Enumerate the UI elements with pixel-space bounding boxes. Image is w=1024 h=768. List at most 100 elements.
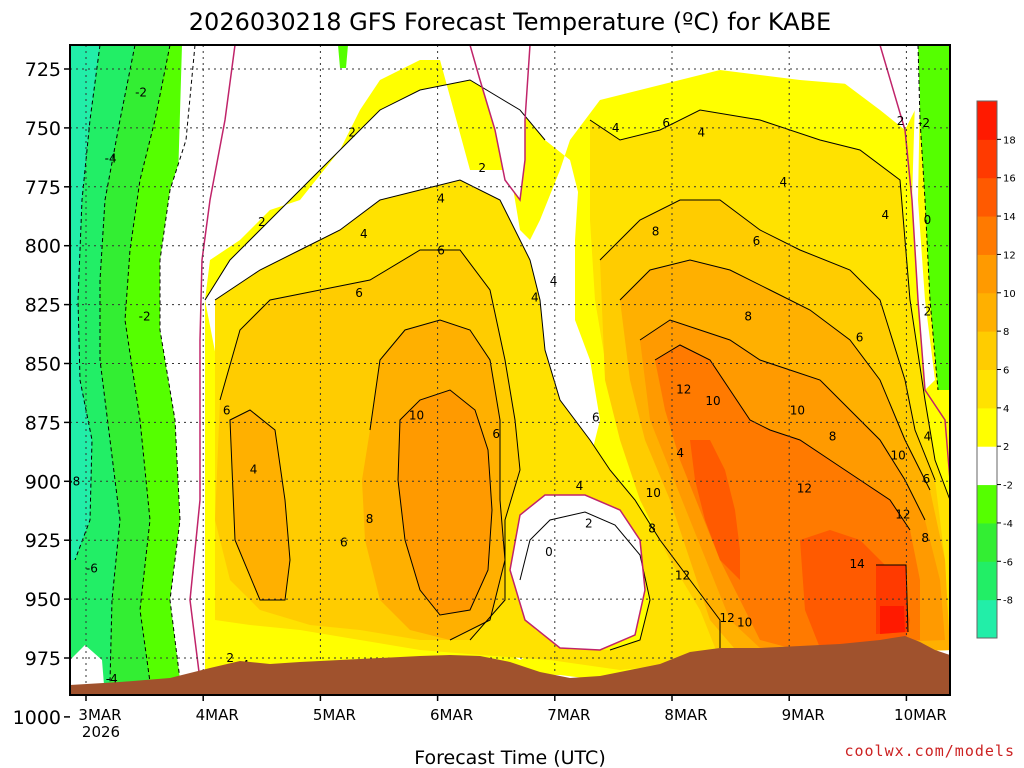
- colorbar-label-3: -2: [1003, 481, 1013, 492]
- colorbar-label-9: 12: [1003, 250, 1016, 261]
- colorbar-swatch-7: [977, 331, 997, 370]
- band-upper-white-1: [470, 45, 530, 200]
- contour-8c-east: [619, 259, 931, 491]
- colorbar-label-2: -4: [1003, 519, 1013, 530]
- contour-label-12: 4: [360, 227, 368, 241]
- contour-label-54: 4: [924, 430, 932, 444]
- y-tick-label-975: 975: [25, 648, 61, 670]
- colorbar-label-12: 18: [1003, 135, 1016, 146]
- band-near-zero-sw: [70, 645, 104, 690]
- contour-label-4: -6: [86, 561, 98, 575]
- contour-8c: [369, 319, 506, 641]
- band-10-to-12-center: [398, 390, 492, 615]
- contour-label-24: 4: [550, 274, 558, 288]
- x-tick-label-9MAR: 9MAR: [782, 706, 825, 724]
- contour-label-25: 6: [592, 411, 600, 425]
- x-axis-label: Forecast Time (UTC): [414, 747, 605, 768]
- freezing-lines: [189, 45, 950, 681]
- contour-label-51: 4: [881, 208, 889, 222]
- colorbar-swatch-3: [977, 484, 997, 524]
- contour-label-43: 4: [780, 175, 788, 189]
- contour-label-6: 2: [226, 651, 234, 665]
- contour-12c-east: [654, 344, 911, 531]
- colorbar-swatch-4: [977, 446, 997, 486]
- y-tick-label-875: 875: [25, 412, 61, 434]
- band-14-to-16-a: [690, 440, 740, 580]
- freezing-line-east: [879, 45, 950, 481]
- contour-minus6: [99, 45, 136, 683]
- contour-10c: [397, 389, 493, 616]
- credit-text: coolwx.com/models: [844, 742, 1015, 760]
- chart-title: 2026030218 GFS Forecast Temperature (ºC)…: [189, 8, 831, 36]
- band-cold-pocket-white: [510, 495, 645, 650]
- colorbar-label-10: 14: [1003, 212, 1016, 223]
- band-upper-white-2: [800, 45, 950, 130]
- y-tick-label-1000: 1000: [13, 707, 61, 729]
- colorbar-swatch-5: [977, 407, 997, 447]
- y-tick-label-750: 750: [25, 118, 61, 140]
- grid: [70, 45, 950, 695]
- contour-label-34: 10: [705, 394, 720, 408]
- band-18-to-20: [880, 606, 905, 634]
- contour-label-23: 4: [531, 291, 539, 305]
- colorbar-swatch-2: [977, 522, 997, 562]
- freezing-line-pocket: [509, 494, 646, 651]
- colorbar-label-8: 10: [1003, 289, 1016, 300]
- colorbar-swatch-11: [977, 177, 997, 217]
- contour-6c: [219, 249, 521, 641]
- colorbar-swatch-12: [977, 139, 997, 179]
- band-8-to-10-west: [230, 410, 290, 600]
- y-tick-label-925: 925: [25, 530, 61, 552]
- contour-label-53: 2: [924, 305, 932, 319]
- contour-2c-pocket: [519, 511, 651, 651]
- contour-16c: [876, 564, 909, 633]
- freezing-line-upper: [469, 45, 531, 202]
- contour-minus2: [159, 45, 196, 681]
- contour-label-9: 4: [250, 463, 258, 477]
- contour-6c-east: [599, 199, 936, 481]
- x-axis: 3MAR 4MAR 5MAR 6MAR 7MAR 8MAR 9MAR 10MAR: [78, 695, 947, 724]
- contour-label-45: 12: [797, 481, 812, 495]
- contour-4c: [214, 179, 721, 660]
- contour-label-26: 4: [576, 479, 584, 493]
- contour-label-48: 14: [850, 557, 865, 571]
- contour-label-28: 0: [545, 545, 553, 559]
- contour-10c-east: [639, 319, 926, 521]
- colorbar-label-7: 8: [1003, 327, 1009, 338]
- contour-label-42: 8: [744, 309, 752, 323]
- x-tick-label-8MAR: 8MAR: [664, 706, 707, 724]
- contour-label-55: 10: [891, 448, 906, 462]
- contour-label-10: 2: [258, 215, 266, 229]
- contour-label-39: 12: [719, 611, 734, 625]
- contour-label-15: 6: [340, 536, 348, 550]
- y-tick-label-825: 825: [25, 295, 61, 317]
- x-tick-year: 2026: [82, 723, 120, 741]
- contour-label-50: -2: [918, 116, 930, 130]
- filled-temperature-field: [70, 45, 950, 690]
- contour-label-46: 8: [829, 430, 837, 444]
- x-tick-label-7MAR: 7MAR: [547, 706, 590, 724]
- contour-label-56: 6: [923, 472, 931, 486]
- contour-label-36: 10: [646, 486, 661, 500]
- contour-label-16: 10: [409, 408, 424, 422]
- colorbar-label-6: 6: [1003, 366, 1009, 377]
- contour-label-5: -4: [106, 672, 118, 686]
- colorbar-swatch-0: [977, 599, 997, 639]
- contour-label-58: 8: [921, 531, 929, 545]
- colorbar-label-5: 4: [1003, 404, 1009, 415]
- contour-label-35: 4: [676, 446, 684, 460]
- contour-label-3: -8: [68, 474, 80, 488]
- band-minus2-east: [918, 45, 950, 390]
- contour-label-41: 6: [753, 234, 761, 248]
- contour-minus8: [74, 45, 101, 561]
- contour-label-29: 4: [612, 121, 620, 135]
- freezing-line-west: [189, 45, 236, 681]
- colorbar-swatch-13: [977, 101, 997, 140]
- colorbar: -8 -6 -4 -2 2 4 6 8 10 12 14 16 18: [976, 100, 1016, 639]
- x-tick-label-10MAR: 10MAR: [894, 706, 947, 724]
- contour-label-30: 6: [662, 116, 670, 130]
- y-tick-label-900: 900: [25, 471, 61, 493]
- colorbar-label-4: 2: [1003, 442, 1009, 453]
- band-freezing-zone-east: [912, 90, 935, 390]
